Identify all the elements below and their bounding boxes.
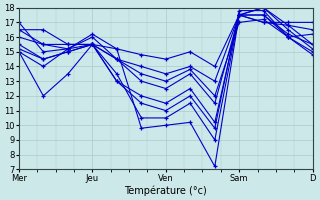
X-axis label: Température (°c): Température (°c) [124, 185, 207, 196]
